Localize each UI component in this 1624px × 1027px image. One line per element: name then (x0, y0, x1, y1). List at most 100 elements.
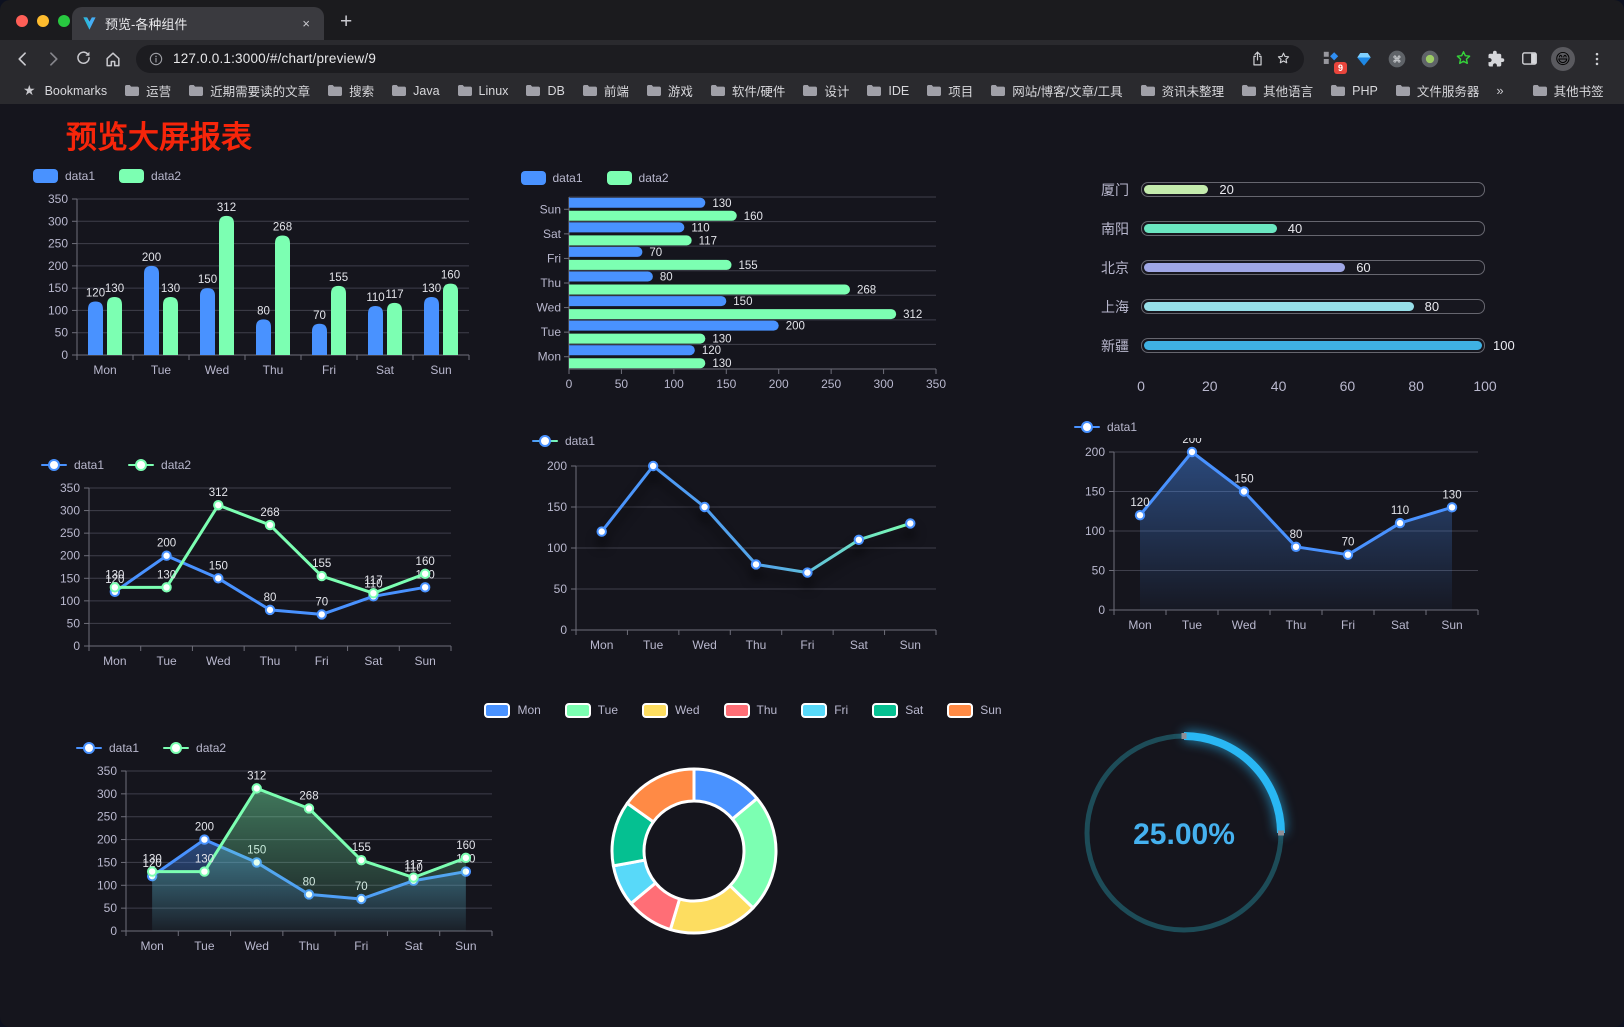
progress-row-厦门[interactable]: 厦门 20 (1085, 182, 1485, 198)
chart-gauge-progress[interactable]: 25.00% (1058, 707, 1310, 964)
line-chart-canvas[interactable]: 0 50 100 150 200 250 300 350 Mon Tue Wed Thu Fri Sat S… (41, 476, 473, 688)
bar-chart-canvas[interactable]: 0 50 100 150 200 250 300 350 Mon Tue Wed Thu Fri Sat S… (33, 187, 481, 393)
home-icon[interactable] (98, 44, 128, 74)
extension-command-icon[interactable]: ⌘ (1386, 48, 1408, 70)
progress-track: 80 (1141, 299, 1485, 314)
bookmark-folder[interactable]: 设计 (794, 78, 858, 103)
line-series-data1[interactable] (1134, 446, 1458, 560)
bookmark-folder[interactable]: 搜索 (319, 78, 383, 103)
legend-item-data1[interactable]: data1 (41, 458, 104, 472)
bookmark-folder[interactable]: 其他语言 (1233, 78, 1322, 103)
bookmark-folder[interactable]: Linux (449, 81, 518, 101)
chart-double-area-line[interactable]: data1 data2 0 50 100 150 200 250 300 350 Mon Tue Wed… (76, 737, 508, 978)
legend-item-data1[interactable]: data1 (520, 171, 583, 185)
legend-item-Thu[interactable]: Thu (723, 702, 777, 718)
url-bar[interactable]: 127.0.0.1:3000/#/chart/preview/9 (136, 44, 1304, 73)
legend-marker-dot (1081, 421, 1093, 433)
svg-text:200: 200 (48, 259, 68, 273)
bookmark-folder[interactable]: IDE (858, 81, 918, 101)
extension-gem-icon[interactable] (1353, 48, 1375, 70)
bar-series-data2[interactable] (107, 215, 458, 355)
bookmark-folder[interactable]: 前端 (574, 78, 638, 103)
svg-text:100: 100 (547, 541, 567, 555)
bar-series-data1[interactable] (88, 265, 439, 355)
hbar-series-data1[interactable] (568, 197, 779, 356)
back-icon[interactable] (8, 44, 38, 74)
legend-item-Sun[interactable]: Sun (947, 702, 1002, 718)
forward-icon[interactable] (38, 44, 68, 74)
legend-item-Wed[interactable]: Wed (642, 702, 700, 718)
legend-item-Tue[interactable]: Tue (564, 702, 618, 718)
legend-item-data2[interactable]: data2 (128, 458, 191, 472)
extension-record-dot-icon[interactable] (1419, 48, 1441, 70)
legend-item-data1[interactable]: data1 (1074, 420, 1137, 434)
minimize-window-button[interactable] (37, 15, 49, 27)
legend-item-data2[interactable]: data2 (163, 741, 226, 755)
progress-row-北京[interactable]: 北京 60 (1085, 260, 1485, 276)
gauge-canvas[interactable]: 25.00% (1058, 707, 1310, 959)
close-window-button[interactable] (16, 15, 28, 27)
chart-donut-pie[interactable]: Mon Tue Wed Thu Fri Sat Sun (484, 699, 1002, 978)
legend-item-data1[interactable]: data1 (532, 434, 595, 448)
line-series-data1[interactable] (596, 460, 916, 578)
reload-icon[interactable] (68, 44, 98, 74)
extension-green-star-icon[interactable] (1452, 48, 1474, 70)
donut-canvas[interactable] (484, 721, 904, 973)
bookmark-folder[interactable]: 运营 (116, 78, 180, 103)
progress-row-南阳[interactable]: 南阳 40 (1085, 221, 1485, 237)
extensions-puzzle-icon[interactable] (1485, 48, 1507, 70)
pie-slice-Sun[interactable] (626, 767, 696, 824)
bookmark-folder[interactable]: 软件/硬件 (702, 78, 794, 103)
bookmarks-overflow-chevron[interactable]: » (1496, 83, 1504, 98)
double-area-canvas[interactable]: 0 50 100 150 200 250 300 350 Mon Tue Wed Thu Fri Sat S… (76, 759, 508, 973)
extension-grid-diamond-icon[interactable]: 9 (1320, 48, 1347, 74)
bookmark-folder[interactable]: Java (383, 81, 448, 101)
chart-legend: data1 (1074, 416, 1496, 438)
bookmark-folder[interactable]: PHP (1322, 81, 1387, 101)
line-series-data2[interactable] (146, 783, 472, 883)
profile-avatar[interactable]: 😄 (1551, 46, 1575, 71)
gradient-line-canvas[interactable]: 0 50 100 150 200 Mon Tue Wed Thu Fri Sat Sun (532, 452, 954, 666)
site-info-icon[interactable] (148, 51, 164, 67)
bookmark-folder[interactable]: DB (517, 81, 573, 101)
bookmark-folder[interactable]: 游戏 (638, 78, 702, 103)
chart-grouped-bar[interactable]: data1 data2 0 50 100 150 200 250 300 350 Mon Tue Wed… (33, 165, 481, 398)
chart-horizontal-bar[interactable]: data1 data2 0 50 100 150 200 250 300 350 Mon Tue Wed… (520, 167, 966, 414)
bookmark-star-icon[interactable] (1275, 50, 1292, 67)
legend-item-Fri[interactable]: Fri (801, 702, 848, 718)
bookmark-folder[interactable]: 近期需要读的文章 (180, 78, 319, 103)
other-bookmarks-folder[interactable]: 其他书签 (1524, 78, 1613, 103)
progress-row-新疆[interactable]: 新疆 100 (1085, 338, 1515, 354)
legend-item-data1[interactable]: data1 (76, 741, 139, 755)
chart-double-line[interactable]: data1 data2 0 50 100 150 200 250 300 350 Mon Tue Wed… (41, 454, 473, 693)
legend-item-Mon[interactable]: Mon (484, 702, 541, 718)
new-tab-button[interactable]: + (340, 10, 353, 33)
chart-progress-bars[interactable]: 厦门 20 南阳 40 北京 60 上海 80 新疆 100 0 20 40 60 80 100 (1085, 169, 1515, 396)
legend-item-data1[interactable]: data1 (33, 169, 95, 183)
legend-item-Sat[interactable]: Sat (872, 702, 923, 718)
bookmark-folder[interactable]: 资讯未整理 (1132, 78, 1234, 103)
legend-item-data2[interactable]: data2 (606, 171, 669, 185)
area-line-canvas[interactable]: 0 50 100 150 200 Mon Tue Wed Thu Fri Sat Sun 120 200 1… (1074, 434, 1496, 648)
bookmarks-manager-item[interactable]: ★ Bookmarks (14, 79, 116, 102)
tab-close-icon[interactable]: × (302, 16, 310, 31)
menu-kebab-icon[interactable] (1586, 48, 1608, 70)
progress-track: 20 (1141, 182, 1485, 197)
hbar-chart-canvas[interactable]: 0 50 100 150 200 250 300 350 Mon Tue Wed Thu Fri Sat S… (521, 189, 966, 409)
line-series-data2[interactable] (109, 499, 431, 599)
maximize-window-button[interactable] (58, 15, 70, 27)
legend-item-data2[interactable]: data2 (119, 169, 181, 183)
chart-gradient-line[interactable]: data1 0 50 100 150 200 Mon Tue Wed Thu Fri Sat Sun (532, 430, 954, 671)
progress-row-上海[interactable]: 上海 80 (1085, 299, 1485, 315)
browser-tab[interactable]: 预览-各种组件 × (72, 7, 324, 40)
bookmark-folder[interactable]: 网站/博客/文章/工具 (982, 78, 1131, 103)
url-text[interactable]: 127.0.0.1:3000/#/chart/preview/9 (173, 51, 377, 66)
svg-text:160: 160 (441, 270, 460, 282)
side-panel-icon[interactable] (1518, 48, 1540, 70)
bookmark-folder[interactable]: 文件服务器 (1387, 78, 1489, 103)
share-icon[interactable] (1249, 50, 1266, 67)
bookmark-folder[interactable]: 项目 (918, 78, 982, 103)
chart-single-area-line[interactable]: data1 0 50 100 150 200 Mon Tue Wed Thu Fri Sat Sun 12… (1074, 416, 1496, 653)
hbar-series-data2[interactable] (568, 210, 896, 369)
